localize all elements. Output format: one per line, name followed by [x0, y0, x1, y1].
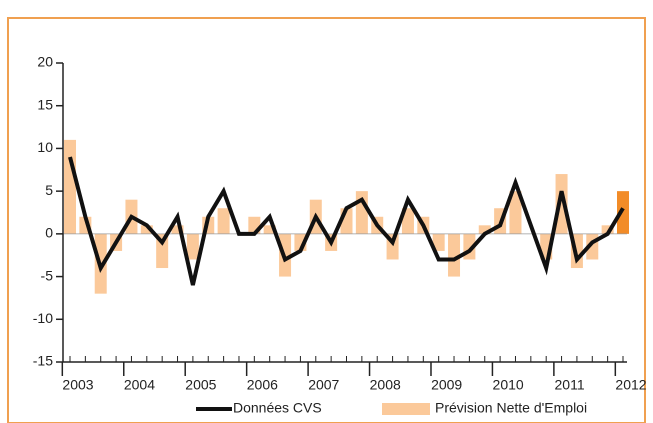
bar	[217, 208, 230, 234]
legend-label: Prévision Nette d'Emploi	[435, 400, 587, 416]
bar	[171, 225, 184, 234]
y-tick-label: -15	[33, 353, 53, 369]
y-tick-label: 10	[37, 139, 53, 155]
bar	[555, 174, 568, 234]
x-tick-label: 2007	[308, 377, 339, 393]
y-tick-label: 0	[45, 225, 53, 241]
y-tick-label: 15	[37, 96, 53, 112]
legend-label: Données CVS	[233, 400, 322, 416]
bar	[401, 208, 414, 234]
x-tick-label: 2004	[124, 377, 155, 393]
bar	[263, 225, 276, 234]
bar	[186, 233, 199, 260]
x-tick-label: 2010	[493, 377, 524, 393]
frame	[7, 17, 646, 423]
x-tick-label: 2009	[431, 377, 462, 393]
bar	[140, 225, 153, 234]
bar	[156, 233, 169, 269]
bar	[509, 191, 522, 234]
bar	[478, 225, 491, 234]
x-tick-label: 2012	[615, 377, 646, 393]
bar	[448, 233, 461, 277]
bar	[64, 139, 76, 234]
x-tick-label: 2011	[555, 377, 585, 393]
bar	[601, 225, 614, 234]
bar	[617, 191, 629, 234]
y-tick-label: -10	[33, 310, 53, 326]
legend-swatch	[382, 403, 430, 415]
x-tick-label: 2005	[185, 377, 216, 393]
y-tick-label: 20	[37, 54, 53, 70]
y-tick-label: -5	[41, 267, 54, 283]
y-tick-label: 5	[45, 182, 53, 198]
x-tick-label: 2003	[62, 377, 93, 393]
x-tick-label: 2006	[247, 377, 278, 393]
bar	[248, 216, 261, 234]
line	[68, 156, 625, 286]
x-tick-label: 2008	[370, 377, 401, 393]
bar	[432, 233, 445, 251]
